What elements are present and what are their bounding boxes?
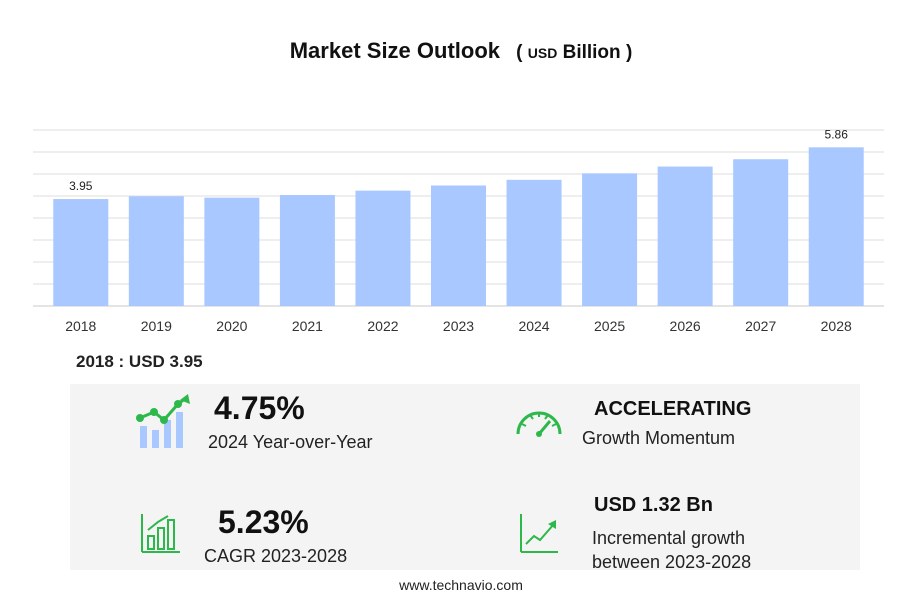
stats-panel: 4.75% 2024 Year-over-Year ACCELERATING G… [70, 384, 860, 572]
bar-2027 [733, 159, 789, 306]
bar-2026 [657, 166, 713, 306]
x-tick-label: 2020 [216, 318, 247, 334]
trend-line-icon [520, 514, 558, 553]
cagr-label: CAGR 2023-2028 [204, 546, 348, 566]
bar-chart-icon [141, 514, 180, 553]
growth-chart-icon [136, 394, 190, 448]
incremental-label-line2: between 2023-2028 [592, 552, 752, 572]
bar-2019 [128, 196, 184, 306]
bar-2023 [431, 185, 486, 306]
x-tick-label: 2018 [65, 318, 96, 334]
data-label: 5.86 [825, 127, 849, 141]
x-tick-label: 2028 [821, 318, 852, 334]
unit-label: ( USD Billion ) [516, 42, 633, 63]
bar-2021 [279, 194, 335, 306]
x-tick-label: 2019 [141, 318, 172, 334]
yoy-label: 2024 Year-over-Year [208, 432, 373, 452]
speedometer-icon [516, 411, 562, 437]
x-tick-label: 2025 [594, 318, 625, 334]
momentum-label: Growth Momentum [582, 428, 736, 448]
title-text: Market Size Outlook [289, 38, 501, 63]
chart-title: Market Size Outlook ( USD Billion ) [0, 38, 922, 64]
incremental-value: USD 1.32 Bn [594, 494, 713, 516]
incremental-label-line1: Incremental growth [592, 528, 746, 548]
bar-2018 [53, 199, 109, 306]
x-tick-label: 2024 [518, 318, 549, 334]
bar-2022 [355, 190, 411, 306]
cagr-value: 5.23% [218, 504, 309, 540]
yoy-value: 4.75% [214, 390, 305, 426]
base-year-value: 2018 : USD 3.95 [76, 352, 203, 371]
x-tick-label: 2022 [367, 318, 398, 334]
x-tick-label: 2027 [745, 318, 776, 334]
bar-2025 [582, 173, 638, 306]
bar-2028 [808, 147, 864, 306]
data-label: 3.95 [69, 179, 93, 193]
bar-2024 [506, 179, 562, 306]
source-footer: www.technavio.com [399, 577, 523, 593]
x-tick-label: 2021 [292, 318, 323, 334]
momentum-value: ACCELERATING [594, 398, 752, 420]
bar-2020 [204, 197, 260, 306]
bar-chart: 2018 2019 2020 2021 2022 2023 2024 2025 2026 2027… [33, 127, 884, 334]
x-tick-label: 2023 [443, 318, 474, 334]
x-tick-label: 2026 [670, 318, 701, 334]
